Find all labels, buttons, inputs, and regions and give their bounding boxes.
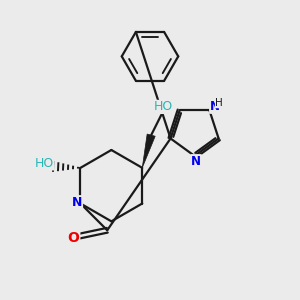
- Text: HO: HO: [153, 100, 173, 113]
- Text: N: N: [210, 100, 220, 113]
- Text: HO: HO: [34, 157, 54, 170]
- Polygon shape: [142, 134, 155, 168]
- Text: O: O: [68, 231, 80, 245]
- Text: N: N: [191, 155, 201, 168]
- Text: H: H: [215, 98, 223, 108]
- Text: N: N: [72, 196, 82, 209]
